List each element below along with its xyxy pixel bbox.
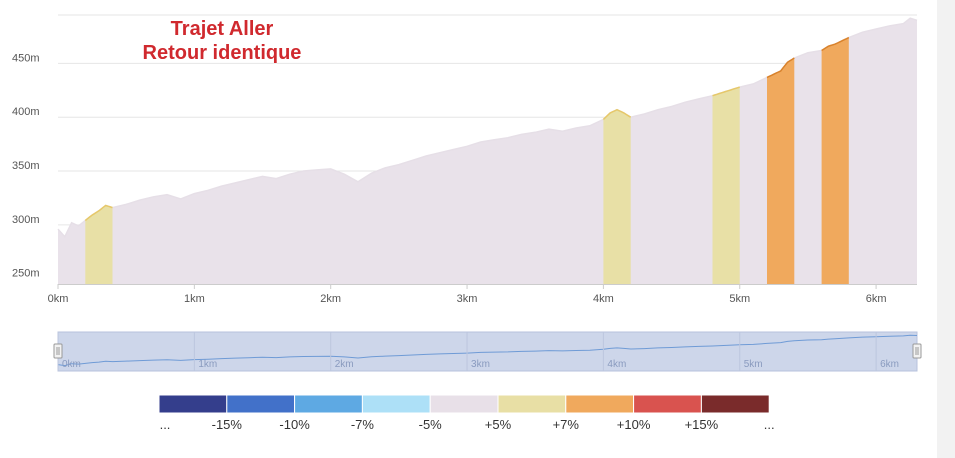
x-tick-label-0: 0km [48,293,69,305]
x-tick-label-2: 2km [320,293,341,305]
navigator-tick-label-6: 6km [880,359,899,370]
legend-label-2: -15% [212,417,243,432]
x-tick-label-3: 3km [457,293,478,305]
navigator-handle-left[interactable] [53,343,63,359]
legend-label-8: +10% [617,417,651,432]
gradient-band-edge-5 [821,36,850,52]
navigator-tick-label-0: 0km [62,359,81,370]
gradient-band-edge-3 [712,86,740,97]
x-axis: 0km 1km 2km 3km 4km 5km 6km [48,284,917,305]
legend-label-5: -5% [419,417,443,432]
gradient-band-2 [603,109,631,284]
legend-swatch-6 [497,394,567,414]
legend-label-1: ... [160,417,171,432]
legend-label-9: +15% [685,417,719,432]
y-axis: 250m 300m 350m 400m 450m [12,52,40,279]
navigator-window [57,331,918,372]
legend-label-6: +5% [485,417,512,432]
x-tick-label-4: 4km [593,293,614,305]
chart-title: Trajet Aller Retour identique [142,18,302,65]
gradient-band-3 [712,87,740,284]
legend-swatch-4 [361,394,431,414]
navigator-tick-label-2: 2km [335,359,354,370]
navigator-tick-label-4: 4km [607,359,626,370]
navigator-handle-right[interactable] [912,343,922,359]
navigator-series [57,334,918,367]
y-tick-label-350: 350m [12,160,40,172]
y-tick-label-450: 450m [12,52,40,64]
navigator-tick-label-5: 5km [744,359,763,370]
elevation-fill [58,18,917,284]
gradient-bands [84,36,850,284]
gradient-band-5 [821,37,849,284]
navigator-tick-label-1: 1km [198,359,217,370]
x-tick-label-5: 5km [729,293,750,305]
gradient-band-1 [85,205,113,284]
legend-swatch-9 [700,394,770,414]
legend-label-4: -7% [351,417,375,432]
legend-swatch-8 [633,394,702,414]
legend-swatch-5 [429,394,499,414]
legend-label-3: -10% [279,417,310,432]
gradient-band-edge-4 [766,57,795,79]
legend-swatch-2 [226,394,296,414]
title-line-2: Retour identique [143,42,302,64]
legend-label-7: +7% [553,417,580,432]
page-scrollbar[interactable] [937,0,955,458]
title-line-1: Trajet Aller [171,18,274,40]
navigator-tick-label-3: 3km [471,359,490,370]
y-tick-label-250: 250m [12,268,40,280]
legend-swatch-1 [158,394,228,414]
x-tick-label-1: 1km [184,293,205,305]
range-navigator[interactable]: 0km 1km 2km 3km 4km 5km 6km [53,331,922,372]
gradient-band-edge-1 [84,204,113,222]
y-tick-label-400: 400m [12,106,40,118]
y-tick-label-300: 300m [12,214,40,226]
legend-swatch-3 [294,394,363,414]
gradient-band-edge-2 [602,108,632,120]
gradient-band-4 [767,58,795,284]
legend-label-10: ... [764,417,775,432]
gradient-legend: ... -15% -10% -7% -5% +5% +7% +10% +15%... [158,394,775,432]
x-tick-label-6: 6km [866,293,887,305]
legend-swatch-7 [565,394,635,414]
